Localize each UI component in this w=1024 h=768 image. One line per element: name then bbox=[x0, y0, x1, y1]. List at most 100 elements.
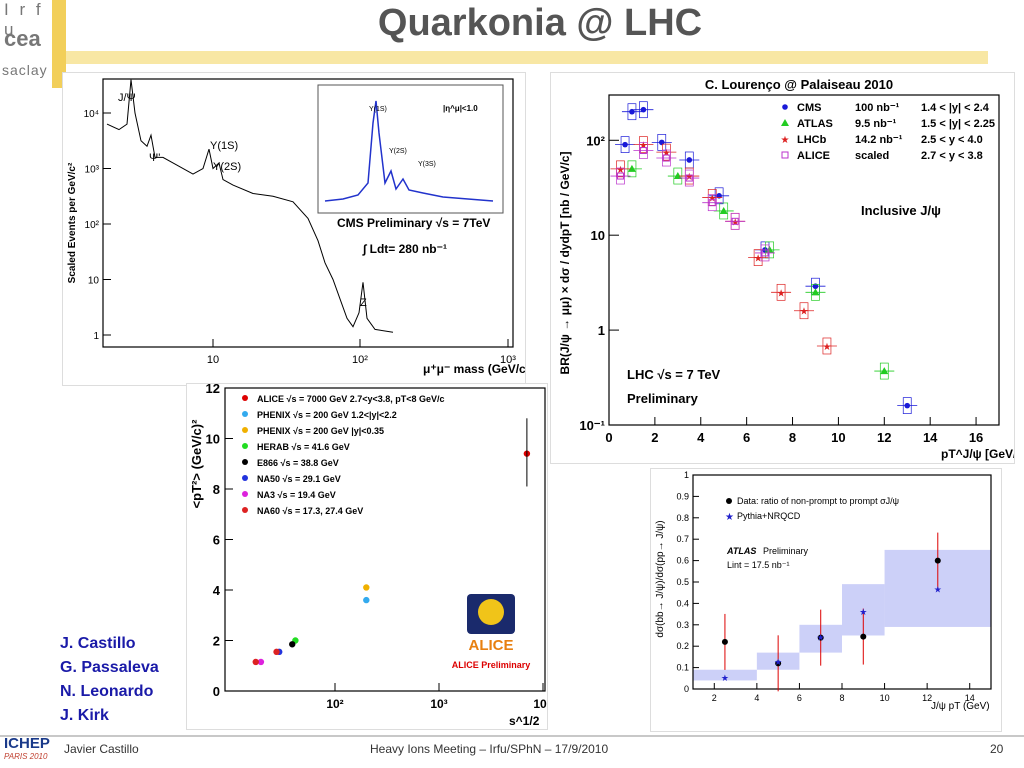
legend-series-lumi: 100 nb⁻¹ bbox=[855, 102, 900, 114]
footer-author: Javier Castillo bbox=[64, 742, 139, 756]
chart-title: C. Lourenço @ Palaiseau 2010 bbox=[705, 77, 893, 92]
x-tick-label: 12 bbox=[922, 693, 932, 703]
data-point bbox=[273, 648, 280, 656]
data-point bbox=[289, 641, 296, 648]
legend-label: NA3 √s = 19.4 GeV bbox=[257, 490, 336, 500]
x-axis-label: pT^J/ψ [GeV/c] bbox=[941, 447, 1014, 461]
pythia-point: ★ bbox=[721, 673, 729, 683]
footer-event: Heavy Ions Meeting – Irfu/SPhN – 17/9/20… bbox=[370, 742, 609, 756]
x-tick-label: 10³ bbox=[500, 354, 516, 366]
inset-label-1s: Υ(1S) bbox=[369, 106, 387, 113]
y-tick-label: 1 bbox=[93, 331, 99, 342]
peak-label-jpsi: J/Ψ bbox=[118, 92, 136, 104]
annotation-cms: CMS Preliminary √s = 7TeV bbox=[337, 216, 490, 230]
y-tick-label: 2 bbox=[213, 634, 220, 649]
plot-frame bbox=[608, 94, 1000, 426]
y-tick-label: 6 bbox=[213, 533, 220, 548]
y-ticks: 1 10 10² 10³ 10⁴ bbox=[84, 109, 111, 342]
author-name: G. Passaleva bbox=[60, 659, 159, 676]
data-point bbox=[781, 119, 789, 126]
inset-fit-line bbox=[324, 100, 494, 202]
page-number: 20 bbox=[990, 742, 1004, 756]
data-point bbox=[363, 584, 370, 591]
y-tick-label: 10² bbox=[586, 133, 605, 148]
inset-frame bbox=[317, 84, 504, 214]
data-point bbox=[616, 172, 624, 180]
data-point bbox=[685, 174, 693, 182]
logo-saclay-text: saclay bbox=[2, 62, 48, 78]
alice-preliminary-label: ALICE Preliminary bbox=[452, 660, 531, 670]
x-ticks: 10 10² 10³ bbox=[207, 339, 516, 366]
data-point: ★ bbox=[639, 141, 648, 152]
legend-marker bbox=[242, 475, 248, 481]
data-point: ★ bbox=[781, 135, 790, 146]
x-tick-label: 8 bbox=[789, 430, 796, 445]
inset-cut-label: |η^μ|<1.0 bbox=[443, 104, 478, 113]
spectrum-line bbox=[106, 79, 394, 333]
x-tick-label: 6 bbox=[797, 693, 802, 703]
legend-label: ALICE √s = 7000 GeV 2.7<y<3.8, pT<8 GeV/… bbox=[257, 394, 445, 404]
header-accent-bar bbox=[52, 0, 66, 88]
footer-divider bbox=[0, 735, 1024, 737]
data-point bbox=[708, 199, 716, 207]
y-tick-label: 10⁻¹ bbox=[579, 418, 605, 433]
legend-series-range: 2.7 < y < 3.8 bbox=[921, 150, 983, 162]
legend-series-lumi: 9.5 nb⁻¹ bbox=[855, 118, 897, 130]
y-tick-label: 0.6 bbox=[676, 556, 689, 566]
legend-marker bbox=[242, 395, 248, 401]
peak-label-ups2s: Υ(2S) bbox=[213, 161, 241, 173]
logo-cea-text: cea bbox=[4, 26, 41, 51]
mean-pt2-svg: 0 2 4 6 8 10 12 10² 10³ 10⁴ ALICE √s = 7000 GeV 2… bbox=[189, 381, 553, 728]
legend: CMS 100 nb⁻¹ 1.4 < |y| < 2.4 ATLAS 9.5 nb⁻¹ 1… bbox=[797, 102, 995, 162]
y-tick-label: 12 bbox=[206, 384, 220, 396]
y-tick-label: 1 bbox=[598, 323, 605, 338]
data-point bbox=[811, 288, 820, 296]
x-tick-label: 10² bbox=[352, 354, 368, 366]
data-point bbox=[627, 164, 636, 172]
data-point bbox=[880, 367, 889, 375]
legend-label: NA60 √s = 17.3, 27.4 GeV bbox=[257, 506, 363, 516]
x-tick-label: 4 bbox=[754, 693, 759, 703]
legend-series-range: 2.5 < y < 4.0 bbox=[921, 134, 983, 146]
data-point: ★ bbox=[662, 148, 671, 159]
axes: 0 2 4 6 8 10 12 14 16 10⁻¹ 1 10 10² bbox=[579, 133, 983, 445]
data-point bbox=[252, 658, 259, 666]
data-point: ★ bbox=[708, 193, 717, 204]
data-point bbox=[622, 141, 628, 148]
atlas-lumi: Lint = 17.5 nb⁻¹ bbox=[727, 560, 790, 570]
x-tick-label: 10 bbox=[207, 354, 219, 366]
pythia-point: ★ bbox=[934, 584, 942, 594]
y-tick-label: 0.3 bbox=[676, 620, 689, 630]
data-point bbox=[817, 634, 824, 641]
irfu-cea-logo: I r f u cea saclay bbox=[0, 0, 60, 88]
y-axis-label: BR(J/ψ → μμ) × dσ / dydpT [nb / GeV/c] bbox=[558, 152, 572, 375]
x-tick-label: 14 bbox=[923, 430, 938, 445]
data-point bbox=[719, 206, 728, 214]
annotation-lumi: ∫ Ldt= 280 nb⁻¹ bbox=[362, 242, 447, 256]
data-point bbox=[860, 633, 867, 640]
data-point: ★ bbox=[777, 288, 786, 299]
legend-series-range: 1.5 < |y| < 2.25 bbox=[921, 118, 995, 130]
x-tick-label: 10 bbox=[831, 430, 845, 445]
legend-label: HERAB √s = 41.6 GeV bbox=[257, 442, 350, 452]
cms-dimuon-plot: 1 10 10² 10³ 10⁴ 10 10² 10³ Scaled Events per … bbox=[62, 72, 534, 386]
data-point bbox=[904, 402, 911, 409]
data-point bbox=[686, 157, 693, 163]
legend-pythia-label: Pythia+NRQCD bbox=[737, 511, 801, 521]
y-tick-label: 0.4 bbox=[676, 598, 689, 608]
y-axis-label: dσ(bb→ J/ψ)/dσ(pp→ J/ψ) bbox=[655, 520, 666, 637]
legend-marker bbox=[242, 507, 248, 513]
pythia-point: ★ bbox=[859, 607, 867, 617]
y-tick-label: 0 bbox=[213, 684, 220, 699]
data-point: ★ bbox=[731, 217, 740, 228]
slide-title: Quarkonia @ LHC bbox=[377, 2, 703, 44]
x-tick-label: 10⁴ bbox=[533, 697, 547, 711]
theory-band bbox=[693, 669, 757, 681]
atlas-nonprompt-svg: 00.10.20.30.40.50.60.70.80.912 4 6 8 10 12 14 … bbox=[655, 470, 992, 712]
ichep-logo-sub: PARIS 2010 bbox=[4, 752, 48, 761]
data-point bbox=[673, 172, 682, 180]
data-point bbox=[731, 217, 739, 225]
jpsi-cross-section-plot: C. Lourenço @ Palaiseau 2010 0 2 4 6 8 10 12 14… bbox=[550, 72, 1024, 464]
pythia-point: ★ bbox=[817, 633, 825, 643]
peak-label-psiprime: Ψ' bbox=[149, 152, 160, 164]
